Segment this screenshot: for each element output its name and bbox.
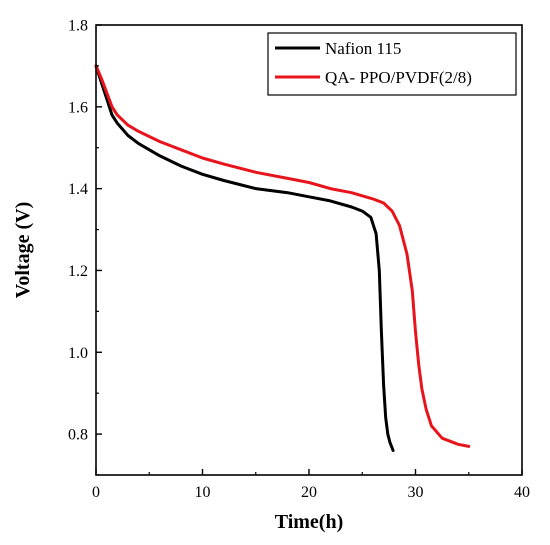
- legend-box: [267, 32, 517, 96]
- x-tick-label: 10: [195, 484, 211, 501]
- legend-label-qa-ppo-pvdf: QA- PPO/PVDF(2/8): [325, 68, 472, 87]
- plot-lines: [94, 64, 471, 452]
- x-tick-label: 30: [408, 484, 424, 501]
- y-tick-label: 1.8: [68, 18, 88, 35]
- y-axis-title: Voltage (V): [12, 202, 34, 298]
- x-tick-label: 20: [301, 484, 317, 501]
- y-tick-label: 1.0: [68, 345, 88, 362]
- y-tick-label: 1.4: [68, 181, 88, 198]
- y-tick-label: 0.8: [68, 427, 88, 444]
- legend-label-nafion: Nafion 115: [325, 39, 401, 58]
- legend: Nafion 115 QA- PPO/PVDF(2/8): [267, 32, 517, 96]
- y-tick-label: 1.2: [68, 263, 88, 280]
- series-line-0: [94, 64, 395, 452]
- x-axis-title: Time(h): [275, 511, 344, 533]
- y-axis-ticks: 0.8 1.0 1.2 1.4 1.6 1.8: [68, 18, 102, 476]
- x-axis-ticks: 0 10 20 30 40: [92, 469, 530, 501]
- x-tick-label: 0: [92, 484, 100, 501]
- y-tick-label: 1.6: [68, 99, 88, 116]
- x-tick-label: 40: [514, 484, 530, 501]
- series-line-1: [94, 64, 471, 448]
